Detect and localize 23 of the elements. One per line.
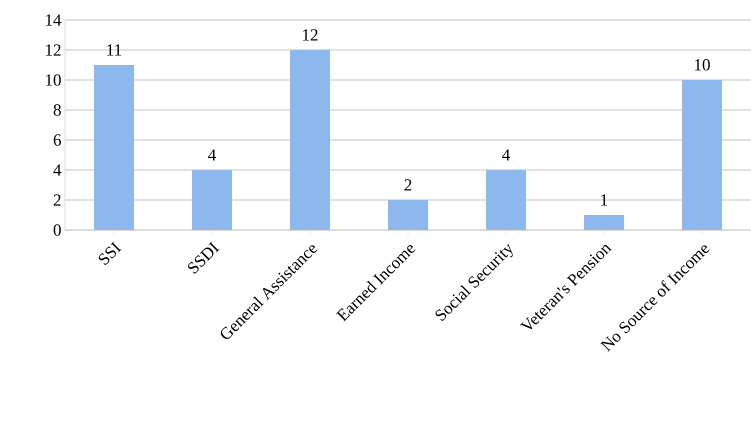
data-label: 4 — [208, 149, 216, 160]
data-label: 1 — [601, 194, 608, 206]
x-tick-label: SSI — [98, 241, 122, 266]
y-tick-label: 0 — [54, 224, 61, 236]
y-tick-label: 12 — [46, 44, 61, 56]
bar — [584, 215, 624, 230]
y-tick-label: 8 — [54, 104, 61, 116]
bar — [388, 200, 428, 230]
data-label: 2 — [404, 179, 412, 190]
y-tick-label: 2 — [54, 194, 61, 206]
data-label: 10 — [695, 59, 710, 70]
y-tick-label: 4 — [53, 164, 62, 176]
bar — [486, 170, 526, 230]
data-label: 4 — [502, 149, 510, 160]
data-label: 12 — [303, 29, 318, 40]
bar — [192, 170, 232, 230]
data-label: 11 — [107, 44, 122, 56]
y-tick-label: 6 — [54, 134, 61, 146]
bar — [94, 64, 134, 230]
y-tick-label: 10 — [46, 74, 61, 86]
bar — [682, 80, 722, 230]
bar — [290, 50, 330, 230]
y-tick-label: 14 — [46, 14, 62, 26]
